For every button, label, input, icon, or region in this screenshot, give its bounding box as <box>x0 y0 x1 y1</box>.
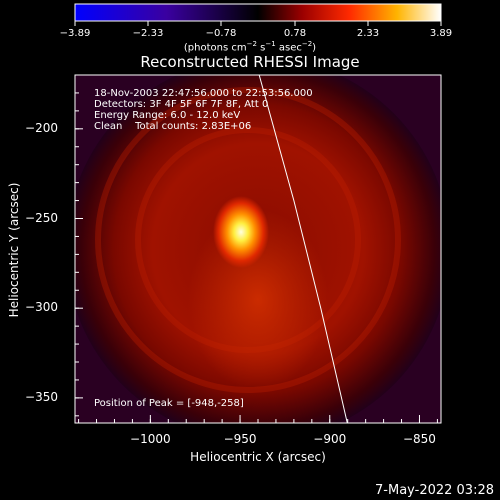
colorbar-tick-label: −0.78 <box>205 28 237 39</box>
x-axis-label: Heliocentric X (arcsec) <box>190 450 326 464</box>
solar-limb-line <box>258 75 348 423</box>
y-tick-label: −200 <box>25 120 58 135</box>
colorbar-tick-label: 3.89 <box>429 28 453 39</box>
x-tick-label: −850 <box>402 432 436 446</box>
colorbar-tick-label: −2.33 <box>132 28 164 39</box>
datestamp: 7-May-2022 03:28 <box>375 483 494 498</box>
chart-title: Reconstructed RHESSI Image <box>140 53 360 71</box>
y-tick-label: −300 <box>25 300 58 315</box>
y-axis-label: Heliocentric Y (arcsec) <box>7 182 21 318</box>
colorbar-tick-label: 2.33 <box>356 28 380 39</box>
y-tick-label: −250 <box>25 210 58 225</box>
colorbar-tick-label: −3.89 <box>59 28 91 39</box>
colorbar-tick-label: 0.78 <box>283 28 307 39</box>
x-tick-label: −950 <box>223 432 257 446</box>
observation-info: 18-Nov-2003 22:47:56.000 to 22:53:56.000… <box>94 88 313 132</box>
colorbar <box>74 3 442 26</box>
y-tick-label: −350 <box>25 389 58 404</box>
x-tick-label: −900 <box>313 432 347 446</box>
x-tick-label: −1000 <box>130 432 171 446</box>
colorbar-units: (photons cm−2 s−1 asec−2) <box>183 40 317 54</box>
peak-position-label: Position of Peak = [-948,-258] <box>94 398 244 409</box>
peak-source <box>213 196 269 268</box>
